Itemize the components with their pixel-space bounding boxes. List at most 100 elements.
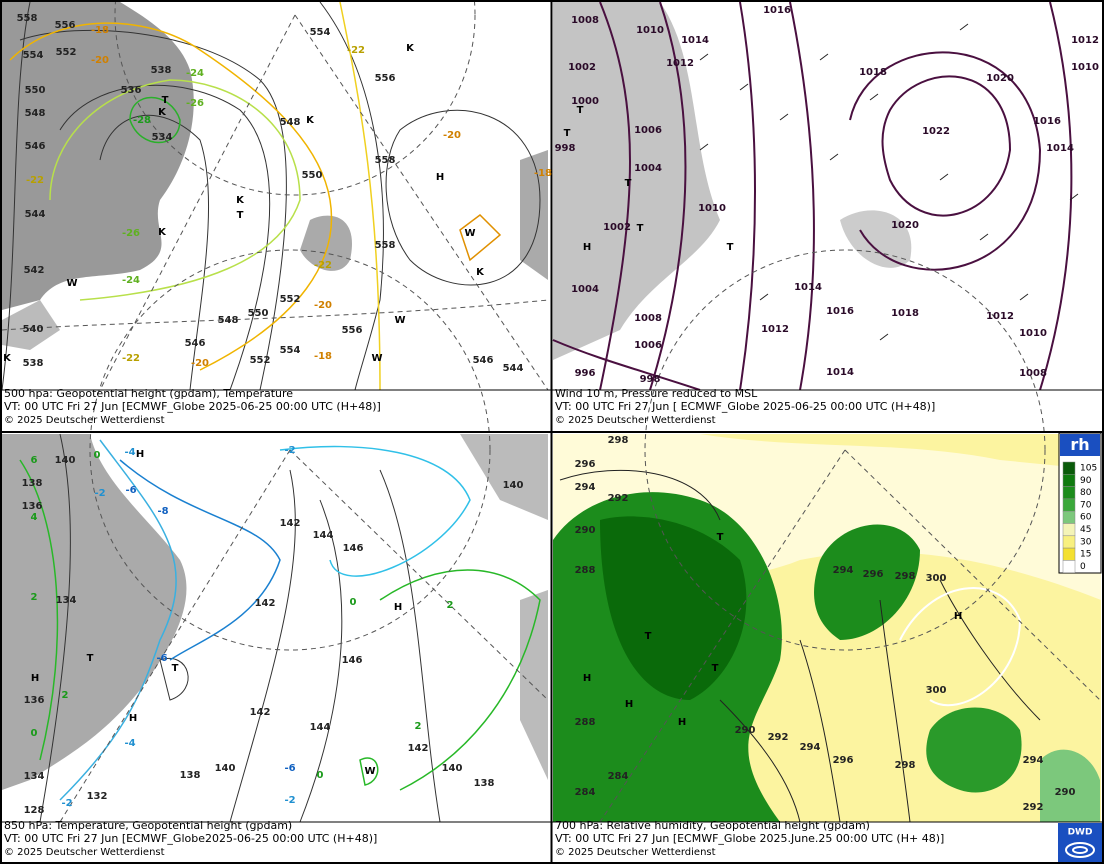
contour-label: T xyxy=(637,223,644,234)
contour-label: 1010 xyxy=(636,25,664,36)
contour-label: 1014 xyxy=(794,282,822,293)
panel-caption: © 2025 Deutscher Wetterdienst xyxy=(555,415,716,426)
contour-label: 300 xyxy=(926,573,947,584)
contour-label: T xyxy=(712,663,719,674)
contour-label: 298 xyxy=(895,760,916,771)
contour-label: H xyxy=(583,242,591,253)
contour-label: 0 xyxy=(31,728,38,739)
legend-label: 15 xyxy=(1080,550,1091,560)
legend-label: 45 xyxy=(1080,525,1091,535)
legend-label: 0 xyxy=(1080,562,1086,572)
contour-label: 2 xyxy=(31,592,38,603)
logo-text: DWD xyxy=(1068,828,1093,838)
contour-label: W xyxy=(364,766,375,777)
contour-label: 144 xyxy=(313,530,334,541)
contour-label: 554 xyxy=(23,50,44,61)
contour-label: 138 xyxy=(22,478,43,489)
contour-label: 1014 xyxy=(826,367,854,378)
contour-label: 1008 xyxy=(634,313,662,324)
contour-label: 1016 xyxy=(826,306,854,317)
map-500hpa xyxy=(1,0,550,391)
contour-label: K xyxy=(158,227,167,238)
contour-label: 998 xyxy=(555,143,576,154)
panel-caption: 850 hPa: Temperature, Geopotential heigh… xyxy=(4,819,292,832)
contour-label: 296 xyxy=(575,459,596,470)
contour-label: H xyxy=(678,717,686,728)
contour-label: W xyxy=(371,353,382,364)
contour-label: 1012 xyxy=(1071,35,1099,46)
contour-label: 558 xyxy=(17,13,38,24)
contour-label: 1004 xyxy=(571,284,599,295)
contour-label: 136 xyxy=(24,695,45,706)
contour-label: 544 xyxy=(503,363,524,374)
map-700hpa xyxy=(553,249,1101,823)
contour-label: 558 xyxy=(375,240,396,251)
contour-label: H xyxy=(31,673,39,684)
contour-label: -6 xyxy=(284,763,295,774)
contour-label: 550 xyxy=(302,170,323,181)
legend-swatch xyxy=(1062,461,1076,475)
panel-caption: © 2025 Deutscher Wetterdienst xyxy=(4,415,165,426)
contour-label: W xyxy=(464,228,475,239)
contour-label: 546 xyxy=(185,338,206,349)
contour-label: 548 xyxy=(280,117,301,128)
contour-label: 550 xyxy=(25,85,46,96)
contour-label: 1006 xyxy=(634,340,662,351)
legend-label: 60 xyxy=(1080,513,1092,523)
contour-label: -6 xyxy=(156,653,167,664)
contour-label: 6 xyxy=(31,455,38,466)
contour-label: 1016 xyxy=(1033,116,1061,127)
contour-label: 140 xyxy=(55,455,76,466)
contour-label: 538 xyxy=(151,65,172,76)
contour-label: 294 xyxy=(800,742,821,753)
legend-swatch xyxy=(1062,560,1076,573)
legend-swatch xyxy=(1062,474,1076,487)
contour-label: -6 xyxy=(125,485,136,496)
panel-caption: 700 hPa: Relative humidity, Geopotential… xyxy=(555,819,870,832)
contour-label: 0 xyxy=(317,770,324,781)
contour-label: 1012 xyxy=(986,311,1014,322)
contour-label: -20 xyxy=(314,300,332,311)
contour-label: H xyxy=(625,699,633,710)
contour-label: T xyxy=(172,663,179,674)
legend-swatch xyxy=(1062,535,1076,549)
panel-caption: © 2025 Deutscher Wetterdienst xyxy=(4,847,165,858)
contour-label: 1000 xyxy=(571,96,599,107)
contour-label: -4 xyxy=(124,447,135,458)
contour-label: H xyxy=(583,673,591,684)
panel-caption: VT: 00 UTC Fri 27 Jun [ECMWF_Globe 2025.… xyxy=(555,832,944,845)
legend-swatch xyxy=(1062,510,1076,524)
contour-label: 298 xyxy=(895,571,916,582)
legend-title: rh xyxy=(1070,435,1089,454)
contour-label: 284 xyxy=(575,787,596,798)
legend-label: 70 xyxy=(1080,500,1092,510)
contour-label: 1018 xyxy=(891,308,919,319)
contour-label: 142 xyxy=(255,598,276,609)
contour-label: 550 xyxy=(248,308,269,319)
contour-label: T xyxy=(564,128,571,139)
legend-swatch xyxy=(1062,486,1076,500)
contour-label: 998 xyxy=(640,374,661,385)
logo: DWD xyxy=(1058,823,1102,862)
contour-label: 552 xyxy=(250,355,271,366)
contour-label: 140 xyxy=(215,763,236,774)
contour-label: 0 xyxy=(350,597,357,608)
contour-label: T xyxy=(162,95,169,106)
contour-label: 1020 xyxy=(986,73,1014,84)
contour-label: 296 xyxy=(863,569,884,580)
contour-label: 540 xyxy=(23,324,44,335)
contour-label: -26 xyxy=(186,98,204,109)
map-msl-pressure xyxy=(552,1,1101,391)
map-850hpa xyxy=(2,249,550,823)
contour-label: -2 xyxy=(284,445,295,456)
contour-label: 138 xyxy=(180,770,201,781)
contour-label: K xyxy=(236,195,245,206)
contour-label: 1010 xyxy=(698,203,726,214)
contour-label: -22 xyxy=(122,353,140,364)
contour-label: -18 xyxy=(314,351,332,362)
contour-label: -2 xyxy=(61,798,72,809)
contour-label: -18 xyxy=(91,25,109,36)
contour-label: 1016 xyxy=(763,5,791,16)
panel-caption: © 2025 Deutscher Wetterdienst xyxy=(555,847,716,858)
